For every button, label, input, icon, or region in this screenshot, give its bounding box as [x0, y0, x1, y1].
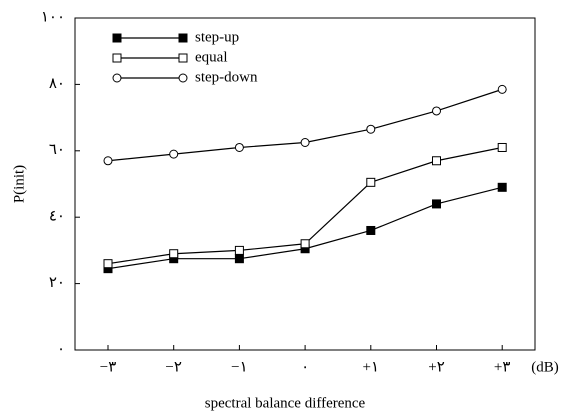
x-tick-label: −١ [231, 359, 248, 375]
marker [103, 156, 113, 166]
y-tick-label: ٠ [57, 341, 65, 357]
marker [497, 182, 507, 192]
series-line [107, 186, 503, 270]
marker [112, 53, 122, 63]
x-tick-label: ٠ [301, 359, 309, 375]
marker [178, 53, 188, 63]
x-tick-label: +٣ [494, 359, 511, 375]
legend-label: step-down [195, 69, 258, 85]
x-axis-label: spectral balance difference [205, 395, 366, 411]
x-unit-label: (dB) [531, 359, 559, 375]
x-tick-label: −٢ [165, 359, 182, 375]
marker [497, 142, 507, 152]
y-tick-label: ٦٠ [49, 142, 65, 158]
marker [432, 156, 441, 166]
marker [366, 177, 376, 187]
legend-label: equal [195, 49, 227, 65]
y-tick-label: ٢٠ [49, 275, 65, 291]
marker [112, 33, 122, 43]
marker [432, 106, 441, 116]
x-tick-label: −٣ [100, 359, 117, 375]
marker [366, 225, 376, 235]
x-tick-label: +١ [363, 359, 380, 375]
marker [497, 84, 507, 94]
series-line [107, 88, 503, 162]
marker [112, 73, 122, 83]
marker [432, 199, 441, 209]
plot-frame [74, 17, 536, 351]
y-tick-label: ١٠٠ [41, 9, 65, 25]
y-axis-label: P(init) [11, 165, 27, 203]
marker [300, 239, 310, 249]
marker [178, 33, 188, 43]
marker [178, 73, 188, 83]
x-tick-label: +٢ [428, 359, 445, 375]
marker [169, 149, 179, 159]
marker [234, 142, 244, 152]
marker [234, 245, 244, 255]
marker [103, 259, 113, 269]
marker [234, 254, 244, 264]
y-tick-label: ٤٠ [49, 209, 65, 225]
marker [366, 124, 376, 134]
marker [300, 138, 310, 147]
marker [169, 249, 179, 259]
legend-label: step-up [195, 29, 239, 45]
y-tick-label: ٨٠ [49, 76, 65, 92]
